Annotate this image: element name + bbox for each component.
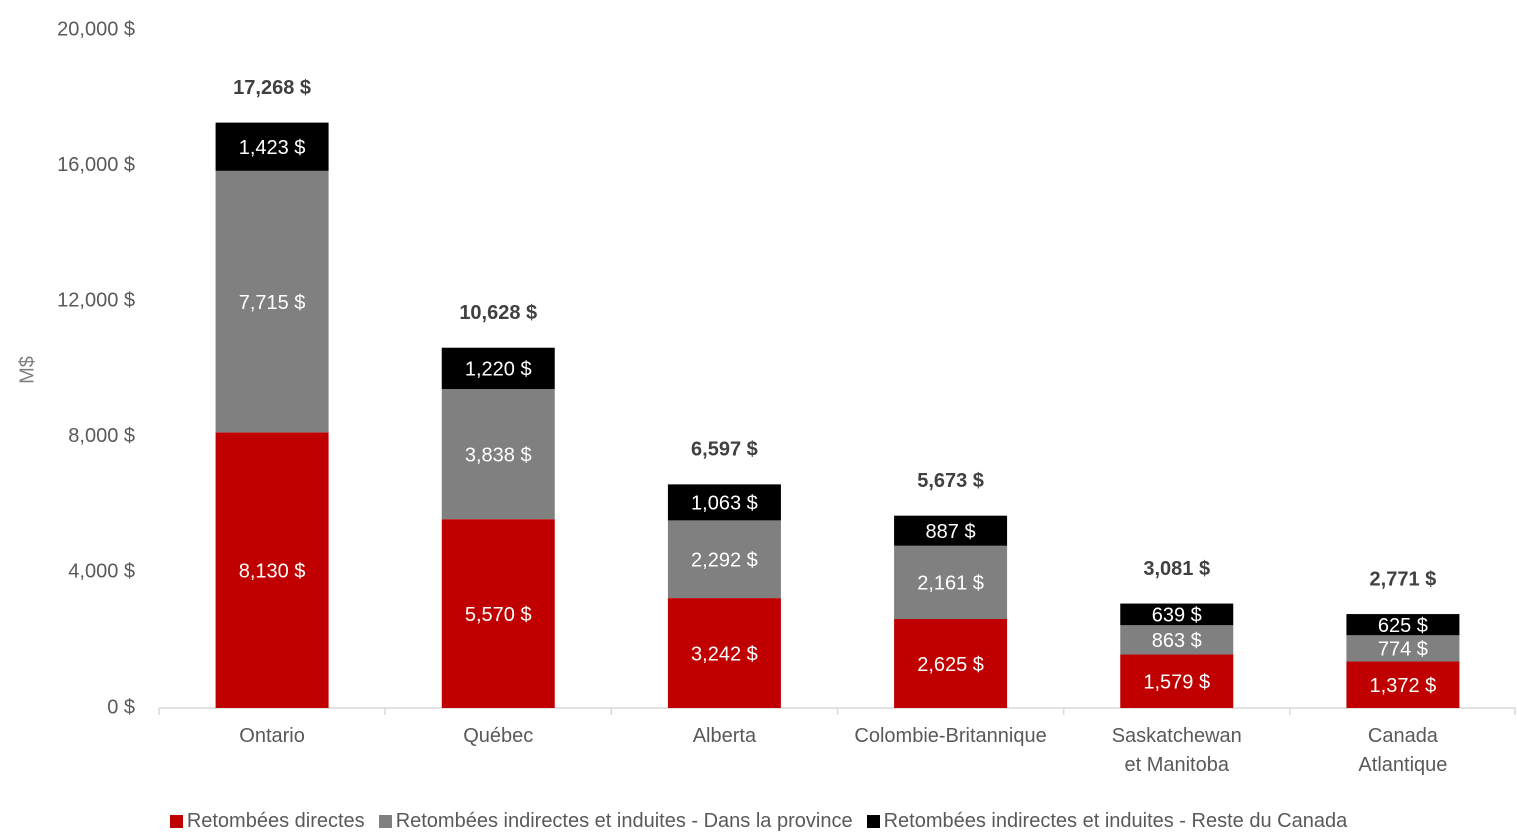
total-label: 2,771 $ (1370, 568, 1437, 590)
y-tick-label: 16,000 $ (57, 154, 135, 176)
y-axis-label: M$ (16, 356, 38, 384)
total-label: 5,673 $ (917, 470, 984, 492)
legend-item: Retombées indirectes et induites - Reste… (866, 810, 1348, 833)
y-tick-label: 4,000 $ (68, 561, 135, 583)
total-label: 10,628 $ (459, 302, 537, 324)
data-label: 5,570 $ (465, 604, 532, 626)
legend-item: Retombées directes (169, 810, 365, 833)
total-label: 3,081 $ (1143, 558, 1210, 580)
data-label: 774 $ (1378, 639, 1428, 661)
y-tick-label: 12,000 $ (57, 289, 135, 311)
legend-swatch (866, 815, 880, 828)
bar-segment (894, 619, 1008, 708)
bar-segment (1120, 603, 1234, 626)
data-label: 1,423 $ (239, 137, 306, 159)
bar-segment (215, 432, 329, 708)
total-label: 6,597 $ (691, 439, 758, 461)
legend-swatch (378, 815, 392, 828)
data-label: 1,220 $ (465, 359, 532, 381)
x-tick-label: Alberta (692, 725, 757, 747)
data-label: 2,292 $ (691, 550, 758, 572)
bar-segment (1120, 654, 1234, 708)
bar-segment (894, 515, 1008, 546)
x-tick-label: Saskatchewan et Manitoba (1111, 725, 1242, 776)
bar-segment (1120, 625, 1234, 655)
y-tick-label: 0 $ (107, 696, 135, 718)
data-label: 8,130 $ (239, 560, 306, 582)
y-tick-label: 20,000 $ (57, 18, 135, 40)
data-label: 625 $ (1378, 615, 1428, 637)
bar-segment (441, 389, 555, 520)
bar-segment (215, 170, 329, 433)
bar-segment (215, 122, 329, 171)
data-label: 1,372 $ (1370, 675, 1437, 697)
bar-segment (667, 520, 781, 599)
x-tick-label: Québec (463, 725, 534, 747)
bar-segment (894, 545, 1008, 620)
total-label: 17,268 $ (233, 77, 311, 99)
legend-item: Retombées indirectes et induites - Dans … (378, 810, 853, 833)
legend-label: Retombées directes (186, 810, 365, 832)
x-tick-label: Ontario (239, 725, 305, 747)
bar-segment (1346, 661, 1460, 708)
bar-segment (1346, 635, 1460, 662)
bar-segment (667, 598, 781, 708)
data-label: 3,242 $ (691, 643, 758, 665)
bar-segment (667, 484, 781, 521)
bar-segment (1346, 614, 1460, 636)
x-tick-label: Colombie-Britannique (854, 725, 1047, 747)
data-label: 7,715 $ (239, 292, 306, 314)
data-label: 863 $ (1152, 630, 1202, 652)
y-tick-label: 8,000 $ (68, 425, 135, 447)
bar-segment (441, 347, 555, 390)
legend-swatch (169, 815, 183, 828)
data-label: 3,838 $ (465, 444, 532, 466)
data-label: 1,579 $ (1143, 672, 1210, 694)
legend-label: Retombées indirectes et induites - Reste… (883, 810, 1348, 832)
data-label: 1,063 $ (691, 493, 758, 515)
legend: Retombées directes Retombées indirectes e… (0, 810, 1517, 833)
data-label: 639 $ (1152, 605, 1202, 627)
data-label: 2,625 $ (917, 654, 984, 676)
data-label: 887 $ (926, 521, 976, 543)
data-label: 2,161 $ (917, 573, 984, 595)
legend-label: Retombées indirectes et induites - Dans … (395, 810, 853, 832)
bar-segment (441, 519, 555, 708)
x-tick-label: Canada Atlantique (1358, 725, 1448, 776)
